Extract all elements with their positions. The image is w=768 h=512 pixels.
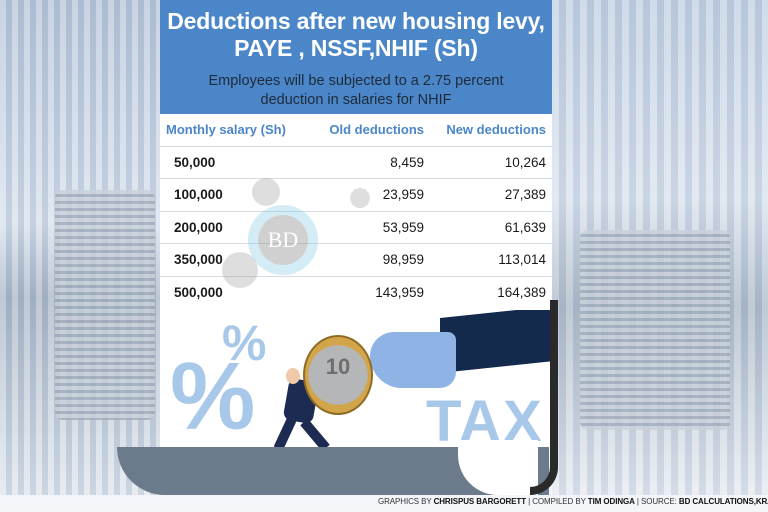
watermark-magnifier-icon — [248, 205, 318, 275]
table-row: 50,000 8,459 10,264 — [160, 145, 552, 179]
man-leg-icon — [300, 418, 330, 450]
new-deduction-cell: 61,639 — [430, 210, 552, 244]
table-row: 500,000 143,959 164,389 — [160, 275, 552, 309]
title-line-2: PAYE , NSSF,NHIF (Sh) — [234, 35, 478, 61]
old-deduction-cell: 53,959 — [310, 210, 430, 244]
watermark-logo: BD — [258, 215, 308, 265]
coin-icon: 10 — [303, 335, 373, 415]
credits-compiled-label: | COMPILED BY — [526, 497, 588, 506]
deductions-table: Monthly salary (Sh) Old deductions New d… — [160, 114, 552, 309]
man-leg-icon — [273, 417, 297, 450]
salary-cell: 500,000 — [160, 275, 310, 309]
subtitle: Employees will be subjected to a 2.75 pe… — [160, 72, 552, 110]
scroll-curl-edge — [530, 300, 558, 495]
new-deduction-cell: 164,389 — [430, 275, 552, 309]
title-line-1: Deductions after new housing levy, — [167, 8, 545, 34]
salary-cell: 50,000 — [160, 145, 310, 179]
new-deduction-cell: 113,014 — [430, 243, 552, 276]
old-deduction-cell: 143,959 — [310, 275, 430, 309]
column-header-salary: Monthly salary (Sh) — [166, 122, 286, 138]
hand-icon — [370, 332, 456, 388]
column-header-new: New deductions — [446, 122, 546, 138]
credits-graphics-label: GRAPHICS BY — [378, 497, 434, 506]
percent-large-icon: % — [170, 343, 256, 450]
table-row: 350,000 98,959 113,014 — [160, 243, 552, 276]
table-row: 200,000 53,959 61,639 — [160, 210, 552, 244]
watermark-dot-icon — [252, 178, 280, 206]
credits-graphics-name: CHRISPUS BARGORETT — [433, 497, 527, 506]
title: Deductions after new housing levy, PAYE … — [160, 0, 552, 62]
coin-stack-right — [580, 230, 730, 430]
subtitle-line-1: Employees will be subjected to a 2.75 pe… — [208, 73, 504, 89]
new-deduction-cell: 10,264 — [430, 145, 552, 179]
old-deduction-cell: 23,959 — [310, 178, 430, 211]
credits-source-name: BD CALCULATIONS,KRA,V — [678, 497, 768, 506]
tax-illustration: % % TAX 10 — [160, 310, 552, 450]
old-deduction-cell: 98,959 — [310, 243, 430, 276]
watermark-dot-icon — [350, 188, 370, 208]
percent-small-icon: % — [222, 315, 267, 371]
header-banner: Deductions after new housing levy, PAYE … — [160, 0, 552, 114]
column-header-old: Old deductions — [329, 122, 424, 138]
businessman-head-icon — [286, 368, 300, 384]
coin-stack-left — [55, 190, 155, 420]
credits-source-label: | SOURCE: — [634, 497, 679, 506]
new-deduction-cell: 27,389 — [430, 178, 552, 211]
subtitle-line-2: deduction in salaries for NHIF — [260, 92, 452, 108]
credits-compiled-name: TIM ODINGA — [587, 497, 635, 506]
table-header-row: Monthly salary (Sh) Old deductions New d… — [160, 114, 552, 146]
credits-line: GRAPHICS BY CHRISPUS BARGORETT | COMPILE… — [378, 497, 768, 506]
old-deduction-cell: 8,459 — [310, 145, 430, 179]
tax-text: TAX — [426, 389, 544, 450]
